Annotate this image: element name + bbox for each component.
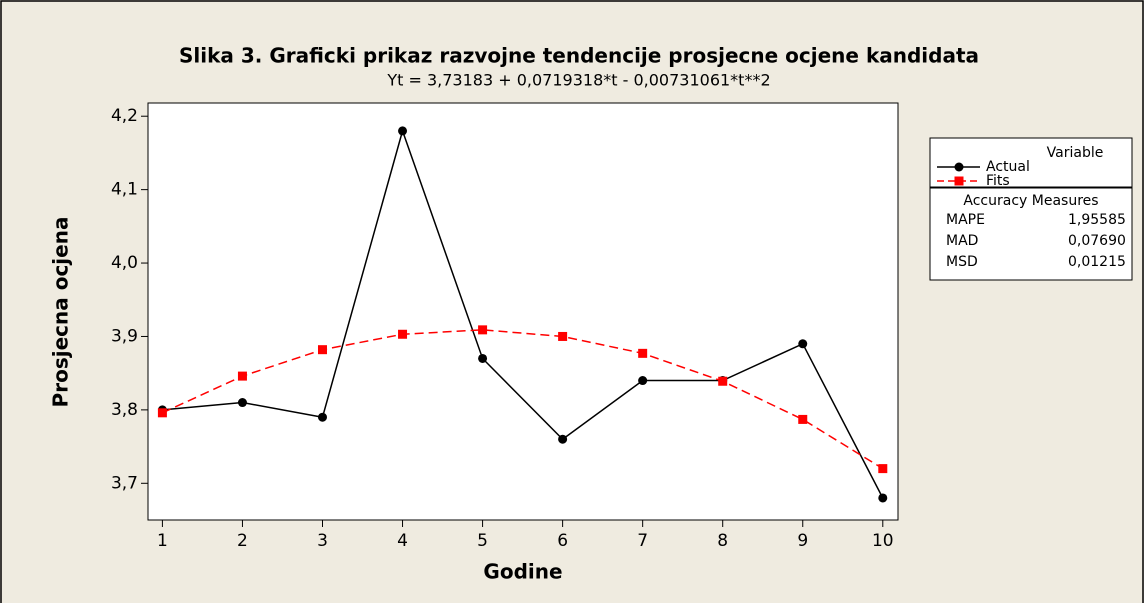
legend-marker (954, 162, 964, 172)
x-tick-label: 1 (157, 531, 168, 551)
data-point (237, 371, 247, 381)
accuracy-value: 0,07690 (1068, 233, 1126, 249)
accuracy-name: MAD (946, 233, 978, 249)
y-tick-label: 3,8 (111, 400, 138, 420)
x-axis-label: Godine (483, 560, 562, 584)
data-point (638, 348, 648, 358)
y-axis-label: Prosjecna ocjena (49, 217, 73, 408)
x-tick-label: 3 (317, 531, 328, 551)
data-point (398, 126, 408, 136)
x-tick-label: 5 (477, 531, 488, 551)
series-line (162, 128, 884, 499)
data-point (398, 329, 408, 339)
accuracy-name: MSD (946, 254, 978, 270)
legend-box (929, 137, 1133, 188)
accuracy-value: 0,01215 (1068, 254, 1126, 270)
accuracy-title: Accuracy Measures (963, 193, 1098, 209)
x-tick-label: 8 (717, 531, 728, 551)
accuracy-name: MAPE (946, 212, 985, 228)
data-point (798, 339, 808, 349)
data-point (558, 434, 568, 444)
data-point (558, 331, 568, 341)
x-tick-label: 7 (637, 531, 648, 551)
chart-subtitle: Yt = 3,73183 + 0,0719318*t - 0,00731061*… (386, 71, 770, 90)
x-tick-label: 6 (557, 531, 568, 551)
legend-marker (954, 176, 964, 186)
y-tick-label: 4,1 (111, 180, 138, 200)
data-point (317, 345, 327, 355)
data-point (478, 325, 488, 335)
data-point (317, 412, 327, 422)
data-point (237, 398, 247, 408)
x-tick-label: 10 (872, 531, 894, 551)
series-line (162, 329, 884, 470)
y-tick-label: 3,9 (111, 326, 138, 346)
chart-title: Slika 3. Graficki prikaz razvojne tenden… (179, 44, 979, 68)
y-tick-label: 3,7 (111, 473, 138, 493)
data-point (798, 414, 808, 424)
accuracy-value: 1,95585 (1068, 212, 1126, 228)
x-tick-label: 9 (797, 531, 808, 551)
data-point (718, 376, 728, 386)
legend-title: Variable (1047, 145, 1104, 161)
x-tick-label: 2 (237, 531, 248, 551)
x-tick-label: 4 (397, 531, 408, 551)
legend-label: Actual (986, 159, 1030, 175)
data-point (638, 376, 648, 386)
data-point (157, 408, 167, 418)
data-point (878, 464, 888, 474)
y-tick-label: 4,0 (111, 253, 138, 273)
y-tick-label: 4,2 (111, 106, 138, 126)
data-point (478, 353, 488, 363)
plot-area (147, 102, 899, 521)
accuracy-box (929, 187, 1133, 281)
data-point (878, 493, 888, 503)
legend-label: Fits (986, 173, 1010, 189)
